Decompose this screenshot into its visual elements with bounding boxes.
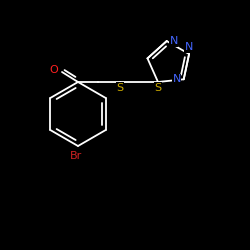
Text: Br: Br [70, 151, 82, 161]
Text: N: N [170, 36, 178, 46]
Text: S: S [116, 83, 123, 93]
Text: O: O [50, 65, 58, 75]
Text: N: N [172, 74, 181, 84]
Text: N: N [185, 42, 193, 52]
Text: S: S [154, 83, 162, 93]
